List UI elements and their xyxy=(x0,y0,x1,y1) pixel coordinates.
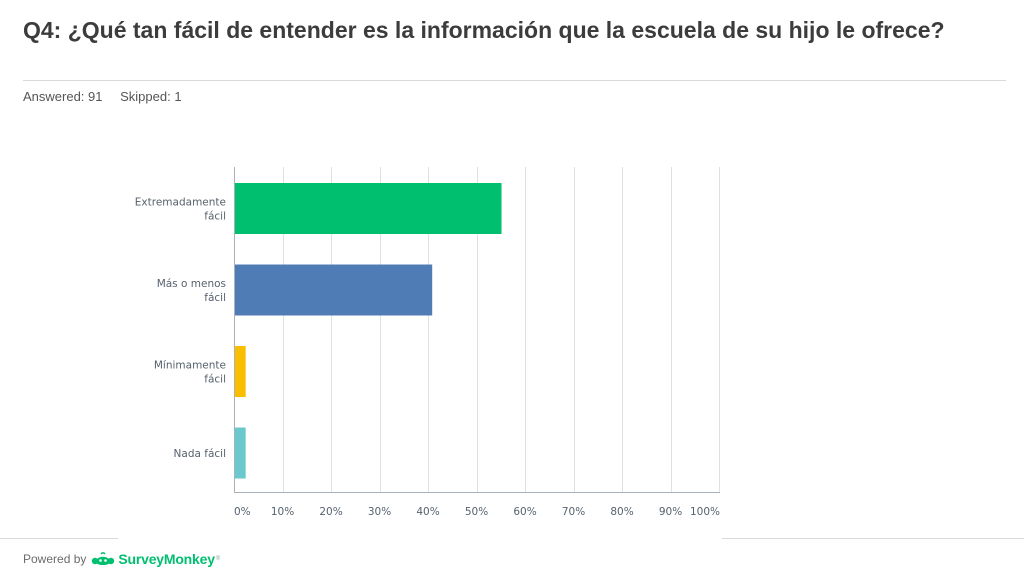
bar xyxy=(235,427,246,479)
title-divider xyxy=(23,80,1006,81)
x-tick-label: 50% xyxy=(465,506,488,518)
category-label: Mínimamente xyxy=(154,360,226,372)
category-label: Nada fácil xyxy=(174,448,226,460)
powered-by-label: Powered by xyxy=(23,552,87,566)
footer: Powered by SurveyMonkey ® xyxy=(23,548,220,570)
x-tick-label: 20% xyxy=(319,506,342,518)
trademark-symbol: ® xyxy=(215,556,221,562)
category-label: fácil xyxy=(204,292,226,304)
surveymonkey-logo-icon xyxy=(92,551,115,565)
bar xyxy=(235,264,433,316)
x-tick-label: 30% xyxy=(368,506,391,518)
x-tick-label: 100% xyxy=(690,506,720,518)
category-label: Más o menos xyxy=(157,278,226,290)
bar xyxy=(235,346,246,397)
bar xyxy=(235,183,502,234)
question-title: Q4: ¿Qué tan fácil de entender es la inf… xyxy=(23,17,945,43)
skipped-count: Skipped: 1 xyxy=(120,89,182,104)
footer-divider-right xyxy=(722,538,1024,539)
answered-count: Answered: 91 xyxy=(23,89,103,104)
x-tick-label: 10% xyxy=(271,506,294,518)
footer-divider-left xyxy=(0,538,118,539)
surveymonkey-logo: SurveyMonkey ® xyxy=(91,551,220,567)
category-label: Extremadamente xyxy=(135,197,226,209)
x-tick-label: 80% xyxy=(610,506,633,518)
x-tick-label: 0% xyxy=(234,506,251,518)
category-label: fácil xyxy=(204,374,226,386)
category-label: fácil xyxy=(204,211,226,223)
x-tick-label: 70% xyxy=(562,506,585,518)
response-stats: Answered: 91 Skipped: 1 xyxy=(23,89,182,104)
x-tick-label: 40% xyxy=(416,506,439,518)
brand-name: SurveyMonkey xyxy=(118,551,215,567)
x-tick-label: 90% xyxy=(659,506,682,518)
x-tick-label: 60% xyxy=(513,506,536,518)
